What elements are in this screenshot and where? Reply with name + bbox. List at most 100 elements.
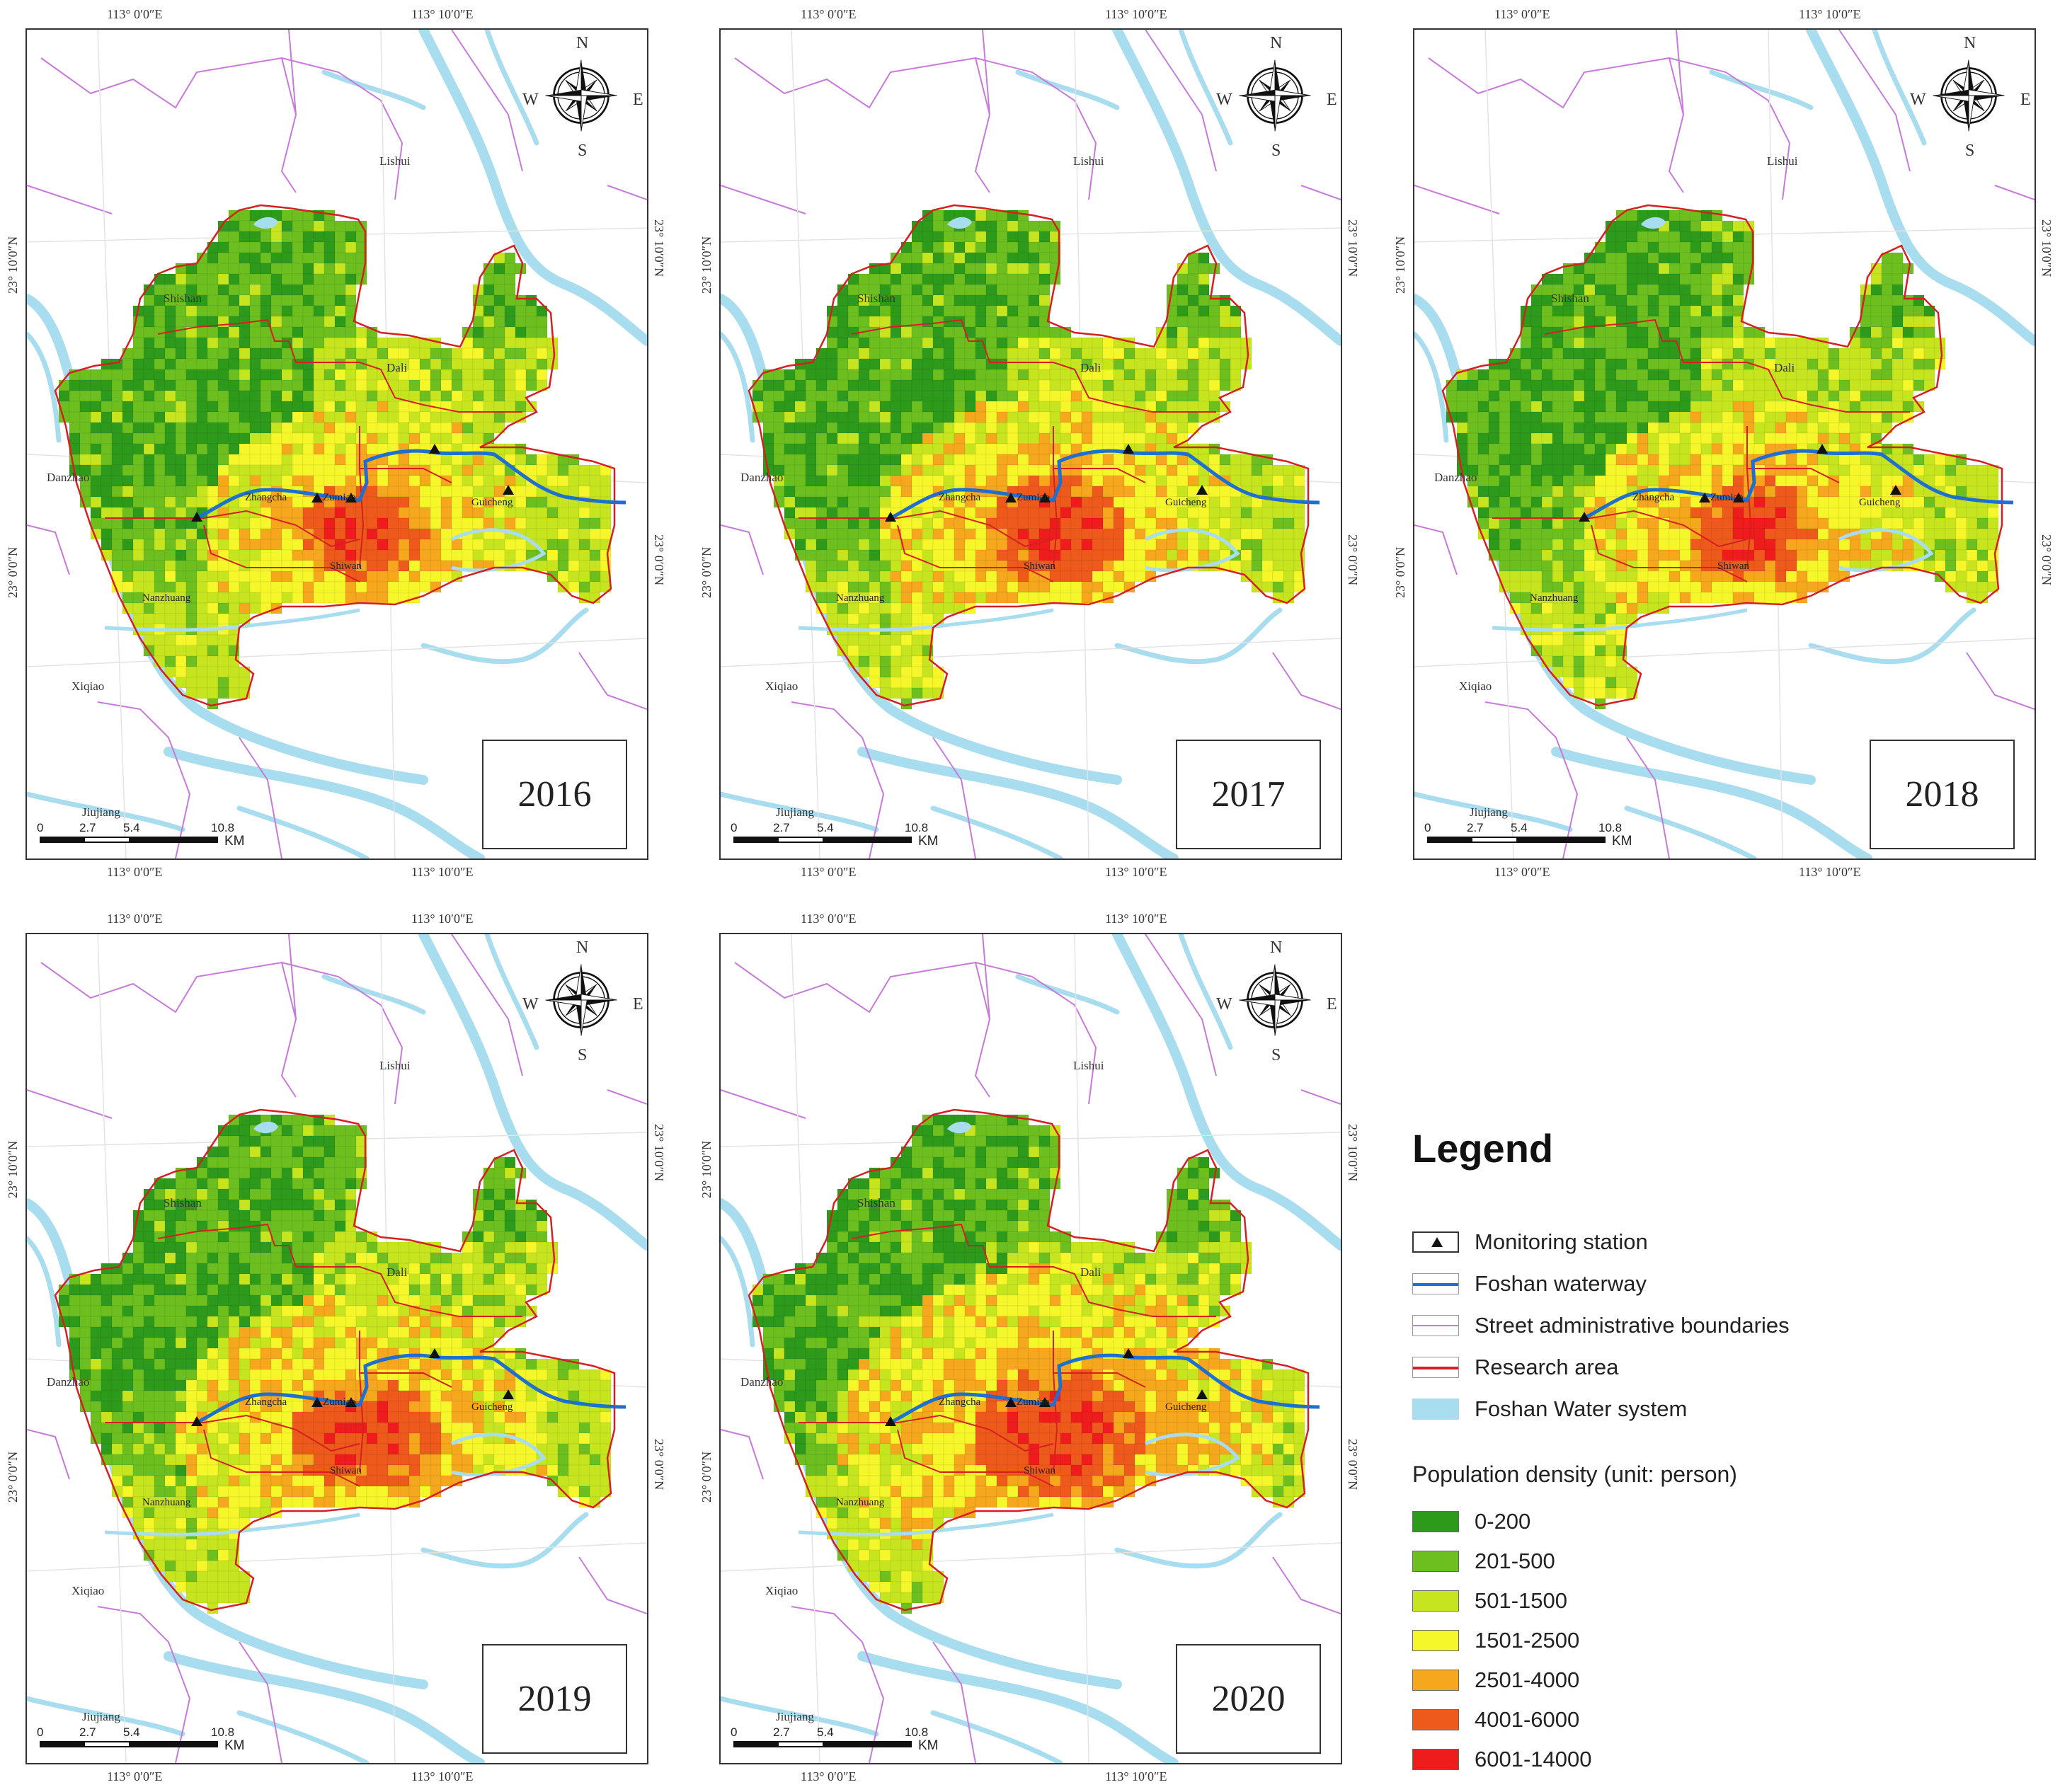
longitude-label: 113° 10′0″E bbox=[1105, 865, 1167, 879]
town-label-shiwan: Shiwan bbox=[1024, 561, 1055, 572]
town-label-shishan: Shishan bbox=[1551, 292, 1589, 305]
road-line bbox=[1414, 638, 2035, 667]
town-label-jiujiang: Jiujiang bbox=[82, 805, 120, 819]
scale-tick-t1: 2.7 bbox=[79, 821, 96, 834]
water-system-line bbox=[1806, 30, 2035, 346]
scale-tick-t2: 5.4 bbox=[1511, 821, 1528, 834]
district-boundary bbox=[897, 1429, 1054, 1487]
street-boundary-line bbox=[40, 57, 297, 115]
town-label-xiqiao: Xiqiao bbox=[71, 1584, 105, 1597]
town-label-shishan: Shishan bbox=[857, 1196, 895, 1210]
water-system-line bbox=[1709, 69, 1814, 110]
population-density-grid bbox=[58, 209, 612, 710]
scale-tick-t2: 5.4 bbox=[817, 821, 834, 834]
town-label-nanzhuang: Nanzhuang bbox=[1530, 592, 1579, 604]
latitude-label-left: 23° 0′0″N bbox=[1393, 546, 1407, 598]
legend-item-station: Monitoring station bbox=[1412, 1228, 1648, 1256]
latitude-label-left: 23° 0′0″N bbox=[6, 1451, 20, 1503]
density-swatch bbox=[1412, 1749, 1459, 1770]
street-boundary-line bbox=[27, 1429, 70, 1480]
latitude-label-right: 23° 0′0″N bbox=[1346, 534, 1360, 586]
legend-label: Research area bbox=[1475, 1355, 1619, 1379]
legend-symbol-water bbox=[1412, 1398, 1459, 1420]
district-boundary bbox=[1545, 318, 1910, 413]
water-system-line bbox=[321, 974, 426, 1015]
inner-river bbox=[104, 1432, 547, 1537]
compass-e-label: E bbox=[1327, 995, 1337, 1013]
town-label-danzhao: Danzhao bbox=[47, 471, 90, 484]
map-frame bbox=[719, 933, 1342, 1764]
legend-title: Legend bbox=[1412, 1126, 1554, 1171]
district-boundary bbox=[1492, 510, 1748, 548]
legend-symbol-boundary bbox=[1412, 1315, 1459, 1336]
monitoring-station bbox=[1816, 444, 1828, 454]
street-boundary-line bbox=[1300, 185, 1341, 200]
longitude-label: 113° 0′0″E bbox=[107, 865, 163, 879]
latitude-label-right: 23° 10′0″N bbox=[1346, 219, 1360, 277]
water-system-line bbox=[1114, 1512, 1283, 1569]
monitoring-station bbox=[1733, 493, 1744, 502]
density-class-item: 1501-2500 bbox=[1412, 1626, 1579, 1655]
street-boundary-line bbox=[40, 961, 297, 1020]
monitoring-station bbox=[429, 1348, 440, 1358]
density-class-label: 4001-6000 bbox=[1475, 1707, 1580, 1732]
latitude-label-left: 23° 0′0″N bbox=[6, 546, 20, 598]
monitoring-station bbox=[1196, 485, 1208, 495]
foshan-waterway bbox=[1583, 449, 2014, 520]
compass-icon: N S W E bbox=[1215, 34, 1337, 160]
street-boundary-line bbox=[1668, 30, 1685, 193]
monitoring-station bbox=[1039, 493, 1051, 502]
longitude-label: 113° 10′0″E bbox=[411, 1769, 474, 1784]
research-area-outline bbox=[54, 204, 616, 707]
district-boundary bbox=[360, 1372, 452, 1388]
district-boundary bbox=[105, 510, 360, 548]
street-boundary-line bbox=[97, 701, 191, 858]
town-label-lishui: Lishui bbox=[1767, 154, 1798, 168]
town-label-zumiao: Zumiao bbox=[323, 492, 356, 503]
density-swatch bbox=[1412, 1709, 1459, 1730]
town-label-danzhao: Danzhao bbox=[740, 1375, 784, 1389]
monitoring-station bbox=[345, 493, 357, 502]
monitoring-station bbox=[885, 1416, 896, 1426]
scale-tick-t0: 0 bbox=[731, 821, 738, 834]
street-boundary-line bbox=[1838, 30, 1911, 172]
district-boundary bbox=[851, 318, 1216, 413]
monitoring-station bbox=[1699, 493, 1710, 502]
water-system-line bbox=[418, 30, 647, 346]
compass-icon: N S W E bbox=[521, 34, 643, 160]
lake bbox=[253, 217, 278, 229]
map-frame bbox=[25, 933, 648, 1764]
street-boundary-line bbox=[1145, 30, 1217, 172]
street-boundary-line bbox=[1994, 185, 2035, 200]
compass-w-label: W bbox=[522, 995, 539, 1013]
legend-symbol-station bbox=[1412, 1231, 1459, 1253]
map-panel-2017: N S W E Lishui Shishan Dali Danzhao Zhangcha Zumi… bbox=[699, 7, 1360, 879]
street-boundary-line bbox=[974, 934, 991, 1098]
research-area-outline bbox=[54, 1108, 616, 1612]
district-boundary bbox=[799, 1414, 1054, 1452]
lake bbox=[947, 1121, 972, 1134]
density-class-label: 1501-2500 bbox=[1475, 1628, 1580, 1653]
street-boundary-line bbox=[451, 30, 523, 172]
water-system-line bbox=[1872, 30, 1927, 146]
town-label-dali: Dali bbox=[1080, 1265, 1101, 1279]
scale-bar-graphic bbox=[733, 1741, 912, 1747]
street-boundary-line bbox=[1145, 934, 1217, 1076]
legend-label: Street administrative boundaries bbox=[1475, 1313, 1790, 1338]
monitoring-station bbox=[1039, 1397, 1051, 1407]
inner-river bbox=[1492, 528, 1934, 632]
street-boundary-line bbox=[607, 1089, 647, 1105]
latitude-label-left: 23° 10′0″N bbox=[6, 1140, 20, 1198]
water-system-line bbox=[484, 934, 539, 1050]
road-line bbox=[721, 1542, 1341, 1572]
scale-unit: KM bbox=[224, 1738, 245, 1753]
density-class-item: 4001-6000 bbox=[1412, 1706, 1579, 1734]
latitude-label-right: 23° 0′0″N bbox=[1346, 1439, 1360, 1491]
water-system-line bbox=[236, 1710, 370, 1763]
scale-unit: KM bbox=[918, 834, 939, 849]
town-label-lishui: Lishui bbox=[1073, 154, 1104, 168]
scale-bar-graphic bbox=[40, 1741, 218, 1747]
water-system-line bbox=[1015, 69, 1120, 110]
road-line bbox=[721, 638, 1341, 667]
compass-w-label: W bbox=[522, 91, 539, 109]
